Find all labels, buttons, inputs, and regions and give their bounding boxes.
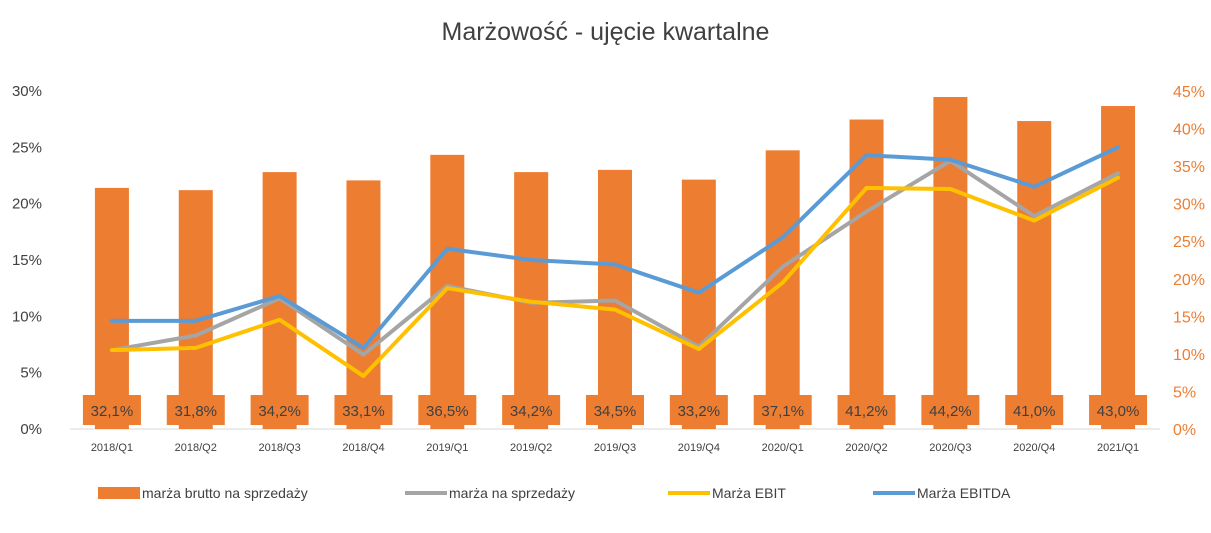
data-label: 41,2% xyxy=(845,403,888,420)
data-label: 32,1% xyxy=(91,403,134,420)
y-left-tick-label: 20% xyxy=(12,196,42,213)
y-right-tick-label: 25% xyxy=(1173,234,1205,251)
bar xyxy=(1101,106,1136,430)
x-tick-label: 2020/Q4 xyxy=(1013,442,1055,454)
x-tick-label: 2018/Q3 xyxy=(259,442,301,454)
data-label-box xyxy=(418,395,477,425)
legend-label: Marża EBITDA xyxy=(917,485,1011,501)
x-tick-label: 2019/Q3 xyxy=(594,442,636,454)
data-label: 34,5% xyxy=(594,403,637,420)
y-left-tick-label: 30% xyxy=(12,83,42,100)
data-label: 41,0% xyxy=(1013,403,1056,420)
bar xyxy=(933,97,968,430)
y-left-tick-label: 25% xyxy=(12,139,42,156)
bar xyxy=(178,190,213,429)
data-label: 31,8% xyxy=(174,403,217,420)
data-label-box xyxy=(82,395,141,425)
x-tick-label: 2018/Q1 xyxy=(91,442,133,454)
bar xyxy=(849,119,884,429)
bar xyxy=(681,179,716,429)
x-tick-label: 2019/Q4 xyxy=(678,442,720,454)
data-label: 34,2% xyxy=(510,403,553,420)
x-tick-label: 2021/Q1 xyxy=(1097,442,1139,454)
data-label-box xyxy=(502,395,561,425)
data-label-box xyxy=(334,395,393,425)
data-label-box xyxy=(837,395,896,425)
data-label-box xyxy=(250,395,309,425)
legend-swatch xyxy=(98,487,140,499)
y-right-tick-label: 15% xyxy=(1173,309,1205,326)
x-tick-label: 2020/Q2 xyxy=(845,442,887,454)
y-left-tick-label: 10% xyxy=(12,308,42,325)
data-label: 43,0% xyxy=(1097,403,1140,420)
x-tick-label: 2020/Q1 xyxy=(762,442,804,454)
y-right-tick-label: 35% xyxy=(1173,159,1205,176)
legend-label: marża na sprzedaży xyxy=(449,485,575,501)
y-right-tick-label: 0% xyxy=(1173,422,1196,439)
data-label-box xyxy=(586,395,644,425)
legend-label: Marża EBIT xyxy=(712,485,786,501)
data-label: 37,1% xyxy=(761,403,804,420)
y-left-tick-label: 15% xyxy=(12,252,42,269)
data-label-box xyxy=(669,395,728,425)
data-label-box xyxy=(166,395,225,425)
data-label: 36,5% xyxy=(426,403,469,420)
y-right-tick-label: 5% xyxy=(1173,384,1196,401)
bar xyxy=(94,187,129,429)
data-label-box xyxy=(1005,395,1064,425)
y-right-tick-label: 40% xyxy=(1173,122,1205,139)
x-tick-label: 2019/Q2 xyxy=(510,442,552,454)
x-tick-label: 2018/Q4 xyxy=(342,442,384,454)
series-line xyxy=(109,175,1121,379)
data-label-box xyxy=(1089,395,1148,425)
data-label: 44,2% xyxy=(929,403,972,420)
chart-title: Marżowość - ujęcie kwartalne xyxy=(441,18,770,46)
y-left-tick-label: 0% xyxy=(20,421,42,438)
y-right-tick-label: 45% xyxy=(1173,84,1205,101)
bar xyxy=(1017,121,1052,430)
x-tick-label: 2020/Q3 xyxy=(929,442,971,454)
y-right-tick-label: 30% xyxy=(1173,197,1205,214)
x-tick-label: 2018/Q2 xyxy=(175,442,217,454)
data-label: 33,1% xyxy=(342,403,385,420)
bar xyxy=(346,180,381,429)
legend-label: marża brutto na sprzedaży xyxy=(142,485,308,501)
y-left-tick-label: 5% xyxy=(20,365,42,382)
data-label-box xyxy=(921,395,980,425)
data-label: 34,2% xyxy=(258,403,301,420)
y-right-tick-label: 20% xyxy=(1173,272,1205,289)
y-right-tick-label: 10% xyxy=(1173,347,1205,364)
data-label-box xyxy=(753,395,812,425)
x-tick-label: 2019/Q1 xyxy=(426,442,468,454)
data-label: 33,2% xyxy=(678,403,721,420)
series-line xyxy=(109,145,1121,350)
